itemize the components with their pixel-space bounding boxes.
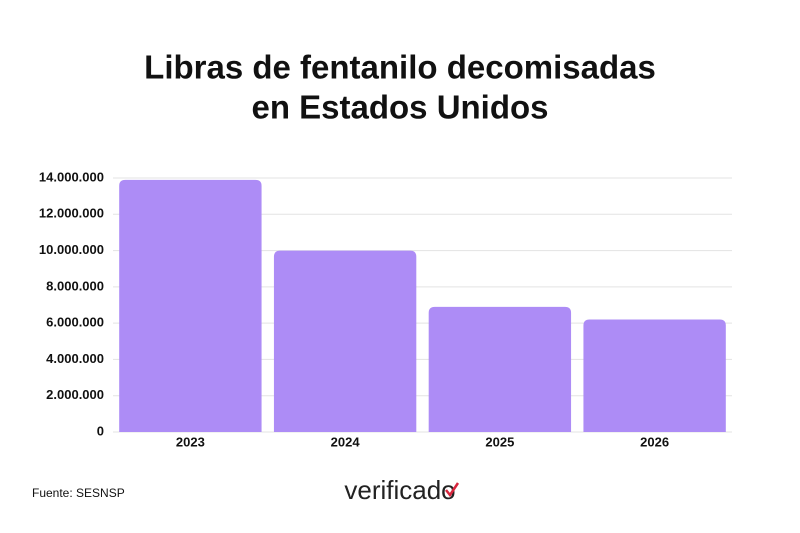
x-tick-label: 2026	[640, 434, 669, 449]
logo: verificado	[344, 475, 455, 505]
logo-check	[445, 482, 460, 498]
y-tick-label: 6.000.000	[46, 315, 104, 330]
chart-title: Libras de fentanilo decomisadas	[144, 49, 656, 86]
y-tick-label: 14.000.000	[39, 169, 104, 184]
bar	[119, 179, 262, 432]
x-tick-label: 2025	[485, 434, 514, 449]
y-tick-label: 8.000.000	[46, 278, 104, 293]
y-tick-label: 10.000.000	[39, 242, 104, 257]
y-tick-label: 12.000.000	[39, 206, 104, 221]
y-tick-label: 0	[97, 423, 104, 438]
chart-title: en Estados Unidos	[251, 89, 548, 126]
y-tick-label: 4.000.000	[46, 351, 104, 366]
bar	[583, 319, 726, 432]
bar	[273, 250, 417, 432]
y-tick-label: 2.000.000	[46, 387, 104, 402]
bar	[428, 306, 572, 432]
x-tick-label: 2023	[176, 434, 205, 449]
source: Fuente: SESNSP	[32, 486, 125, 500]
x-tick-label: 2024	[331, 434, 361, 449]
